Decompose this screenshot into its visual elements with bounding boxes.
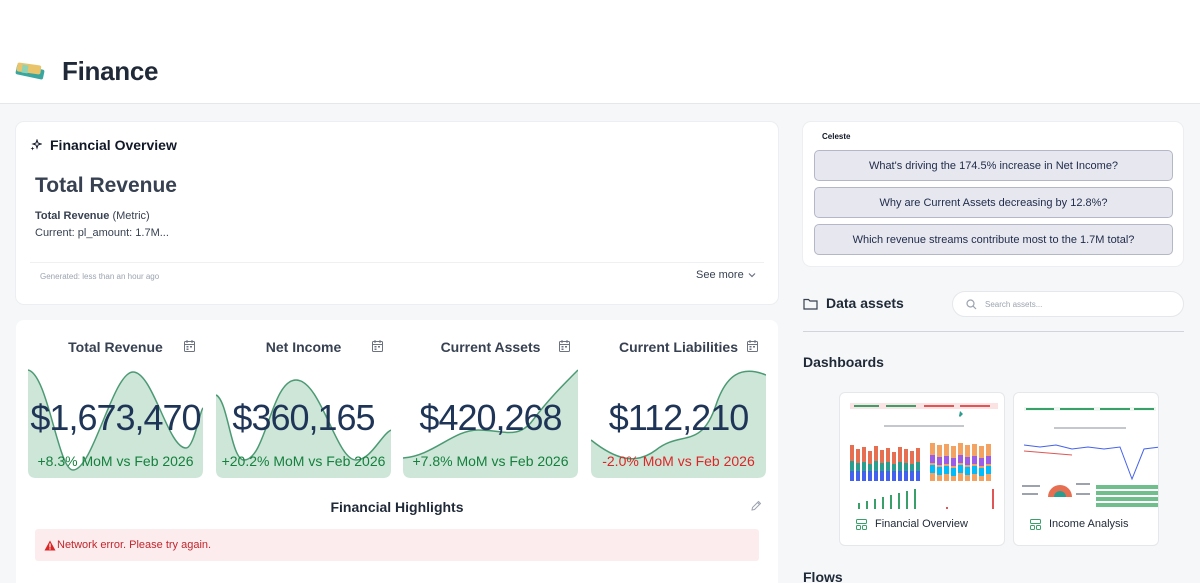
kpi-value: $1,673,470 [30, 397, 201, 438]
chevron-down-icon [748, 273, 756, 278]
suggestion-button-net-income[interactable]: What's driving the 174.5% increase in Ne… [814, 150, 1173, 181]
search-assets-box[interactable] [952, 291, 1184, 317]
calendar-icon[interactable] [184, 340, 195, 352]
kpi-card-current-assets[interactable]: Current Assets $420,268 +7.8% MoM vs Feb… [403, 330, 578, 478]
dashboard-card-financial-overview[interactable]: Financial Overview [839, 392, 1005, 546]
calendar-icon[interactable] [747, 340, 758, 352]
kpi-card-current-liabilities[interactable]: Current Liabilities $112,210 -2.0% MoM v… [591, 330, 766, 478]
calendar-icon[interactable] [559, 340, 570, 352]
kpi-value: $360,165 [232, 397, 375, 438]
kpi-value: $420,268 [419, 397, 562, 438]
overview-title: Financial Overview [50, 137, 177, 153]
kpi-delta: +20.2% MoM vs Feb 2026 [221, 453, 386, 469]
error-message: Network error. Please try again. [57, 539, 212, 551]
assets-divider [803, 331, 1184, 332]
calendar-icon[interactable] [372, 340, 383, 352]
financial-highlights-title: Financial Highlights [330, 499, 464, 515]
kpi-card-total-revenue[interactable]: Total Revenue $1,673,470 +8.3% MoM vs Fe… [28, 330, 203, 478]
overview-divider [30, 262, 764, 263]
data-assets-header: Data assets [803, 295, 904, 311]
warning-icon [44, 540, 56, 550]
kpi-delta: +7.8% MoM vs Feb 2026 [412, 453, 569, 469]
top-header: Finance [0, 0, 1200, 104]
overview-generated-time: Generated: less than an hour ago [40, 272, 160, 281]
dashboard-thumbnail [1022, 407, 1158, 507]
kpi-title: Total Revenue [68, 339, 163, 355]
dashboard-icon [1030, 518, 1041, 530]
see-more-label: See more [696, 269, 744, 281]
celeste-label: Celeste [822, 132, 851, 141]
data-assets-title: Data assets [826, 295, 904, 311]
folder-icon [803, 298, 818, 310]
sparkline [216, 379, 391, 478]
kpi-value: $112,210 [608, 397, 749, 438]
sparkline [28, 369, 203, 478]
overview-metric-name: Total Revenue [35, 210, 110, 222]
flows-heading: Flows [803, 569, 843, 583]
dashboard-card-income-analysis[interactable]: Income Analysis [1013, 392, 1159, 546]
see-more-button[interactable]: See more [696, 269, 756, 281]
page-title: Finance [62, 56, 159, 86]
dashboard-label: Financial Overview [875, 518, 968, 530]
dashboard-label: Income Analysis [1049, 518, 1129, 530]
sparkline [403, 369, 578, 478]
dashboards-heading: Dashboards [803, 354, 884, 370]
search-icon [966, 298, 977, 309]
finance-logo-icon [15, 62, 45, 80]
dashboard-card-footer: Financial Overview [856, 518, 968, 530]
dashboard-thumbnail [850, 403, 998, 509]
sparkles-icon [30, 139, 42, 151]
suggestion-button-current-assets[interactable]: Why are Current Assets decreasing by 12.… [814, 187, 1173, 218]
overview-metric-title: Total Revenue [35, 174, 177, 197]
sparkline [591, 370, 766, 478]
error-banner: Network error. Please try again. [35, 529, 759, 561]
kpi-delta: +8.3% MoM vs Feb 2026 [37, 453, 194, 469]
search-assets-input[interactable] [985, 299, 1175, 309]
kpi-delta: -2.0% MoM vs Feb 2026 [602, 453, 755, 469]
overview-metric-line: Total Revenue (Metric) [35, 210, 150, 222]
dashboard-icon [856, 518, 867, 530]
kpi-title: Current Assets [440, 339, 541, 355]
financial-overview-card: Financial Overview Total Revenue Total R… [16, 122, 778, 304]
celeste-card: Celeste What's driving the 174.5% increa… [803, 122, 1183, 266]
kpi-title: Net Income [265, 339, 342, 355]
overview-current-line: Current: pl_amount: 1.7M... [35, 227, 169, 239]
edit-icon[interactable] [751, 500, 762, 511]
kpi-title: Current Liabilities [618, 339, 739, 355]
overview-header: Financial Overview [30, 137, 177, 153]
dashboard-card-footer: Income Analysis [1030, 518, 1128, 530]
suggestion-button-revenue-streams[interactable]: Which revenue streams contribute most to… [814, 224, 1173, 255]
kpi-card-net-income[interactable]: Net Income $360,165 +20.2% MoM vs Feb 20… [216, 330, 391, 478]
overview-metric-kind: (Metric) [112, 210, 150, 222]
